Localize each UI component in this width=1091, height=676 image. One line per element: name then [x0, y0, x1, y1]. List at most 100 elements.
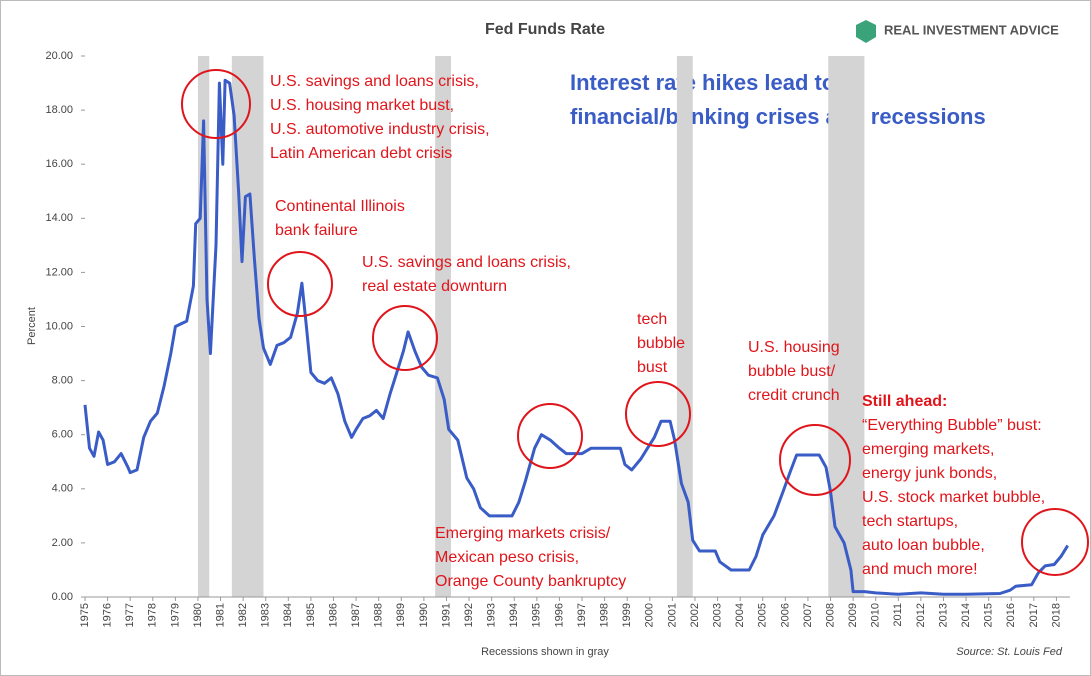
y-tick-label: 2.00	[52, 537, 73, 549]
annotation-text: U.S. savings and loans crisis,	[362, 254, 571, 271]
x-tick-label: 2006	[779, 603, 791, 627]
recession-band	[197, 56, 210, 597]
x-tick-label: 1995	[531, 603, 543, 627]
annotation-text: Emerging markets crisis/	[435, 525, 611, 542]
annotation-text: bank failure	[275, 222, 358, 239]
annotation-text: tech	[637, 311, 667, 328]
x-tick-label: 1990	[418, 603, 430, 627]
recession-band	[828, 56, 865, 597]
annotation-text: Continental Illinois	[275, 198, 405, 215]
headline: Interest rate hikes lead to	[570, 70, 835, 95]
x-tick-label: 1983	[260, 603, 272, 627]
highlight-circle	[779, 424, 851, 496]
annotation-title: Still ahead:	[862, 393, 947, 410]
highlight-circle	[1021, 508, 1089, 576]
chart-title: Fed Funds Rate	[485, 21, 605, 38]
x-tick-label: 1998	[599, 603, 611, 627]
x-tick-label: 2017	[1028, 603, 1040, 627]
y-tick-label: 14.00	[45, 212, 73, 224]
annotation-text: U.S. stock market bubble,	[862, 489, 1045, 506]
x-axis-label: Recessions shown in gray	[481, 646, 609, 658]
x-tick-label: 2004	[734, 603, 746, 627]
annotation-text: tech startups,	[862, 513, 958, 530]
x-tick-label: 1980	[192, 603, 204, 627]
x-tick-label: 2000	[644, 603, 656, 627]
data-line	[83, 78, 1069, 596]
x-tick-label: 2011	[892, 603, 904, 627]
x-tick-label: 2010	[870, 603, 882, 627]
annotation-text: U.S. housing	[748, 339, 840, 356]
y-tick-label: 0.00	[52, 591, 73, 603]
x-tick-label: 1988	[373, 603, 385, 627]
x-tick-label: 1986	[327, 603, 339, 627]
x-tick-label: 1996	[553, 603, 565, 627]
y-axis-label: Percent	[26, 307, 38, 345]
highlight-circle	[517, 403, 583, 469]
annotation-text: Orange County bankruptcy	[435, 573, 626, 590]
source: Source: St. Louis Fed	[956, 646, 1063, 658]
x-tick-label: 1991	[440, 603, 452, 627]
x-tick-label: 2008	[824, 603, 836, 627]
x-tick-label: 1994	[508, 603, 520, 627]
headline: financial/banking crises and recessions	[570, 104, 986, 129]
annotation-text: U.S. automotive industry crisis,	[270, 121, 490, 138]
annotation-text: Latin American debt crisis	[270, 145, 452, 162]
highlight-circle	[372, 305, 438, 371]
x-tick-label: 1981	[214, 603, 226, 627]
x-tick-label: 1984	[282, 603, 294, 627]
x-tick-label: 2001	[666, 603, 678, 627]
x-tick-label: 1989	[395, 603, 407, 627]
highlight-circle	[181, 69, 251, 139]
annotation-text: bubble bust/	[748, 363, 836, 380]
x-tick-label: 1997	[576, 603, 588, 627]
y-tick-label: 8.00	[52, 375, 73, 387]
y-tick-label: 20.00	[45, 50, 73, 62]
brand-logo	[856, 20, 876, 43]
x-tick-label: 1977	[124, 603, 136, 627]
annotation-text: credit crunch	[748, 387, 840, 404]
annotation-text: and much more!	[862, 561, 978, 578]
x-tick-label: 2018	[1050, 603, 1062, 627]
x-tick-label: 2015	[983, 603, 995, 627]
annotation-text: Mexican peso crisis,	[435, 549, 579, 566]
annotation-text: energy junk bonds,	[862, 465, 997, 482]
x-tick-label: 2012	[915, 603, 927, 627]
recession-band	[435, 56, 451, 597]
annotation-text: U.S. housing market bust,	[270, 97, 454, 114]
x-tick-label: 2014	[960, 603, 972, 627]
annotation-text: auto loan bubble,	[862, 537, 985, 554]
highlight-circle	[267, 251, 333, 317]
x-tick-label: 2003	[711, 603, 723, 627]
x-tick-label: 1976	[101, 603, 113, 627]
x-tick-label: 2002	[689, 603, 701, 627]
x-tick-label: 1999	[621, 603, 633, 627]
recession-band	[676, 56, 693, 597]
x-tick-label: 1992	[463, 603, 475, 627]
x-tick-label: 2005	[757, 603, 769, 627]
annotation-text: “Everything Bubble” bust:	[862, 417, 1042, 434]
x-tick-label: 1993	[486, 603, 498, 627]
x-tick-label: 1982	[237, 603, 249, 627]
brand-name: REAL INVESTMENT ADVICE	[884, 22, 1059, 37]
annotation-text: bubble	[637, 335, 685, 352]
y-tick-label: 10.00	[45, 320, 73, 332]
annotation-text: U.S. savings and loans crisis,	[270, 73, 479, 90]
x-tick-label: 1979	[169, 603, 181, 627]
y-tick-label: 12.00	[45, 266, 73, 278]
x-tick-label: 2016	[1005, 603, 1017, 627]
x-tick-label: 2013	[937, 603, 949, 627]
x-tick-label: 2009	[847, 603, 859, 627]
x-tick-label: 1985	[305, 603, 317, 627]
annotation-text: real estate downturn	[362, 278, 507, 295]
y-tick-label: 4.00	[52, 483, 73, 495]
x-tick-label: 1978	[147, 603, 159, 627]
x-tick-label: 1975	[79, 603, 91, 627]
y-tick-label: 18.00	[45, 104, 73, 116]
annotation-text: emerging markets,	[862, 441, 995, 458]
y-tick-label: 6.00	[52, 429, 73, 441]
y-tick-label: 16.00	[45, 158, 73, 170]
x-tick-label: 2007	[802, 603, 814, 627]
annotation-text: bust	[637, 359, 668, 376]
